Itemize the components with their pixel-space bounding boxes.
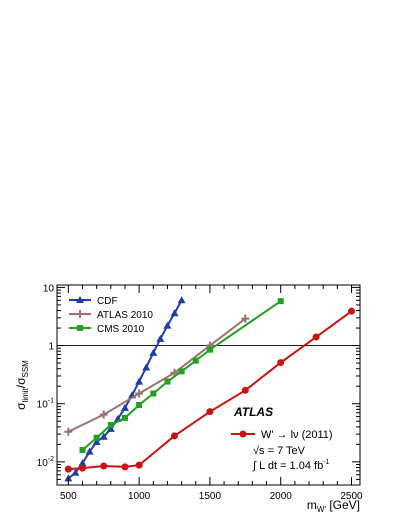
series-0-point [120, 403, 129, 411]
x-tick-label-2000: 2000 [270, 491, 293, 502]
series-0-point [99, 432, 108, 440]
lumi-value: ∫ L dt = 1.04 fb [252, 460, 323, 472]
series-3-point [206, 408, 214, 416]
series-2-point [150, 390, 157, 397]
series-3-point [312, 333, 320, 341]
legend-marker-cms-2010 [77, 325, 83, 331]
series-2-point [107, 422, 114, 429]
y-tick-exponent: -2 [48, 456, 54, 463]
y-tick-label-1: 10-1 [37, 398, 54, 411]
legend: CDF ATLAS 2010 CMS 2010 [69, 296, 153, 335]
x-label-symbol: m [307, 498, 317, 512]
series-2-point [79, 446, 86, 453]
x-tick-label-1500: 1500 [199, 491, 222, 502]
y-axis-label: σlimit/σSSM [14, 360, 30, 410]
series-3-point [64, 465, 72, 473]
legend-marker-cdf [76, 296, 84, 303]
series-0-point [149, 348, 158, 356]
legend-item-cdf: CDF [69, 296, 118, 307]
annotation-block: ATLAS W' → lν (2011) √s = 7 TeV ∫ L dt =… [231, 405, 333, 472]
lumi-exponent: -1 [323, 459, 329, 466]
legend-item-atlas-2010: ATLAS 2010 [69, 310, 153, 321]
series-3-point [348, 307, 356, 315]
y-tick-label-3: 10 [43, 283, 55, 294]
series-0-point [106, 424, 115, 432]
series-0-point [135, 377, 144, 385]
legend-label-atlas-2010: ATLAS 2010 [97, 310, 153, 321]
series-3-point [135, 461, 143, 469]
y-tick-label-2: 1 [48, 342, 54, 353]
legend-marker-atlas-2010 [76, 310, 84, 318]
lumi-label: ∫ L dt = 1.04 fb-1 [252, 459, 330, 472]
series-0-point [163, 321, 172, 329]
y-label-sub-2: SSM [21, 360, 30, 378]
series-2-point [206, 346, 213, 353]
series-2-point [93, 434, 100, 441]
y-tick-base: 10 [37, 458, 49, 469]
y-label-symbol-1: σ [14, 402, 28, 410]
series-0-point [156, 334, 165, 342]
x-axis-label: mW' [GeV] [307, 498, 360, 514]
series-2-point [192, 357, 199, 364]
series-0-point [71, 468, 80, 476]
series-3-point [171, 432, 179, 440]
legend-label-cdf: CDF [97, 296, 118, 307]
series-2-point [277, 298, 284, 305]
series-0-point [85, 447, 94, 455]
series-1-point [64, 427, 73, 436]
x-label-sub: W' [317, 505, 327, 514]
series-layer [64, 296, 356, 482]
series-0 [64, 296, 186, 482]
x-tick-label-2500: 2500 [340, 491, 363, 502]
series-0-point [170, 309, 179, 317]
series-3-point [78, 464, 86, 472]
series-3-point [241, 386, 249, 394]
y-tick-base: 10 [37, 400, 49, 411]
plot-frame [56, 284, 361, 486]
series-0-point [142, 363, 151, 371]
y-label-symbol-2: /σ [14, 377, 28, 388]
y-tick-exponent: -1 [48, 398, 54, 405]
series-2 [79, 298, 284, 453]
y-tick-label-0: 10-2 [37, 456, 54, 469]
atlas-label: ATLAS [233, 405, 273, 419]
series-2-point [136, 402, 143, 409]
series-1-point [99, 410, 108, 419]
series-3-point [100, 462, 108, 470]
series-0-point [78, 459, 87, 467]
series-2-point [164, 378, 171, 385]
series-1-point [241, 314, 250, 323]
series-1-point [135, 389, 144, 398]
x-tick-label-1000: 1000 [128, 491, 151, 502]
legend-label-wprime: W' → lν (2011) [261, 429, 333, 441]
energy-label: √s = 7 TeV [253, 445, 306, 457]
series-1 [64, 314, 250, 436]
series-0-point [92, 437, 101, 445]
legend-marker-wprime [239, 430, 247, 438]
legend-label-cms-2010: CMS 2010 [97, 324, 145, 335]
x-label-unit: [GeV] [326, 498, 360, 512]
series-3-point [277, 359, 285, 367]
series-1-line [67, 317, 246, 433]
series-3 [64, 307, 356, 473]
series-2-point [121, 414, 128, 421]
series-2-point [178, 368, 185, 375]
y-label-sub-1: limit [21, 387, 30, 402]
x-tick-label-500: 500 [60, 491, 77, 502]
series-0-point [177, 296, 186, 304]
series-3-point [121, 463, 129, 471]
legend-item-cms-2010: CMS 2010 [69, 324, 145, 335]
